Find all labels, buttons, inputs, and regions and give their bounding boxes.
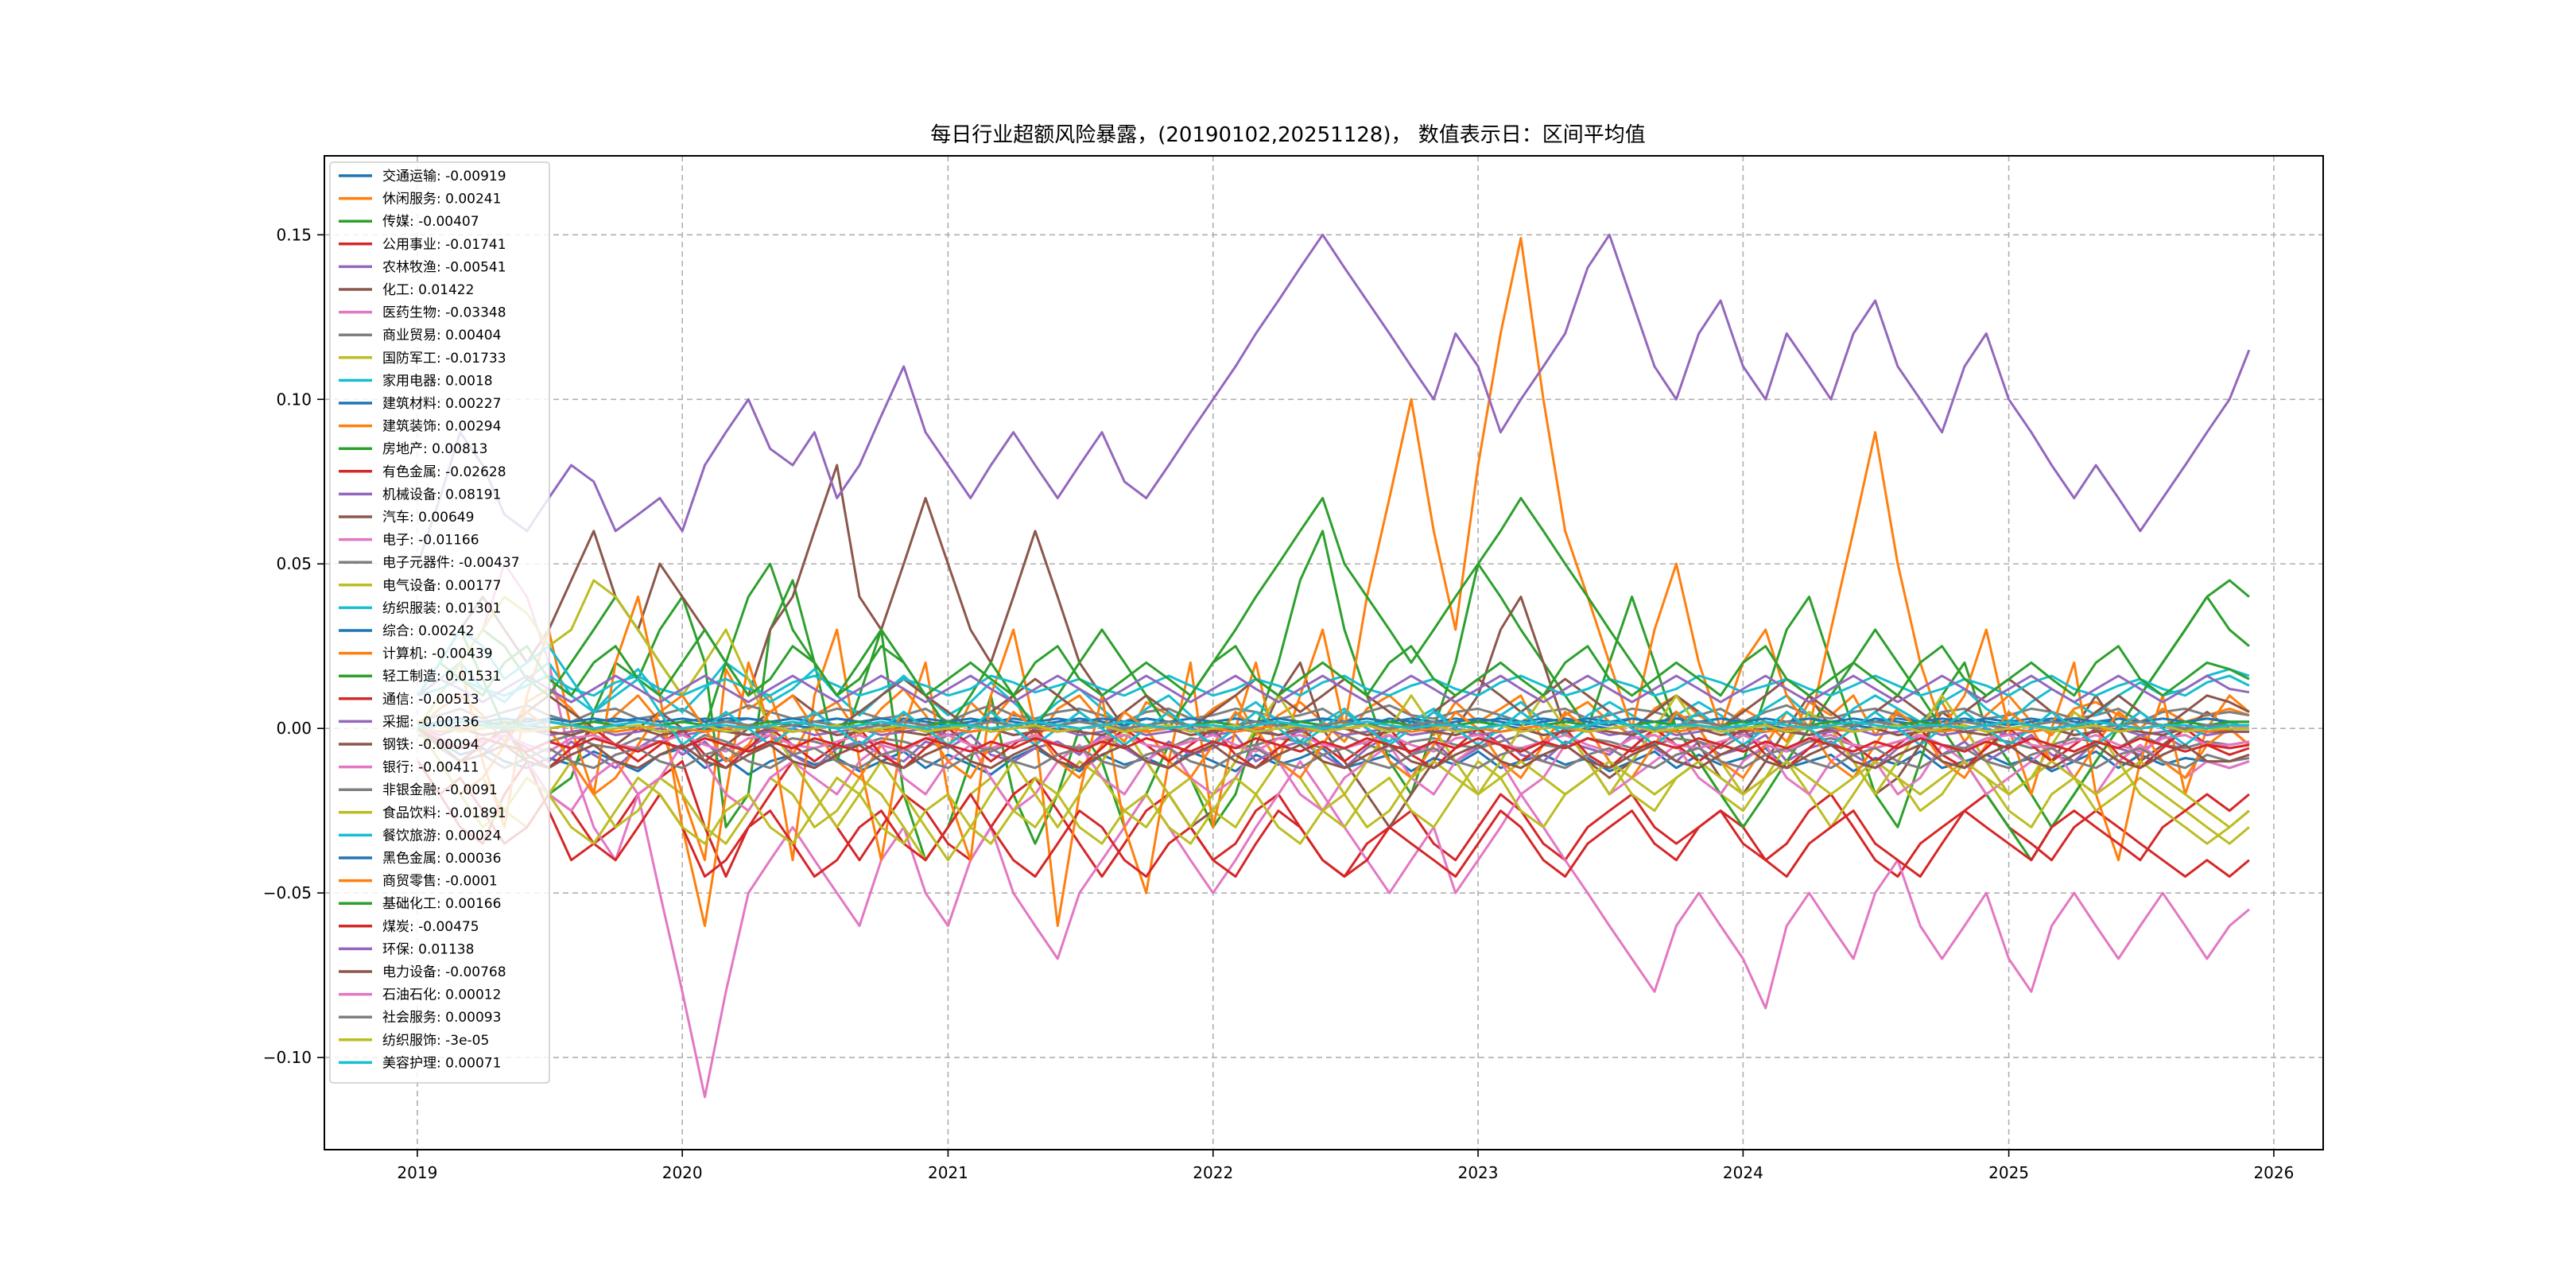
legend-label: 电子: -0.01166: [382, 533, 479, 549]
legend-label: 纺织服饰: -3e-05: [382, 1033, 489, 1049]
legend-label: 家用电器: 0.0018: [382, 373, 493, 389]
y-axis: −0.10 −0.05 0.00 0.05 0.10 0.15: [263, 225, 324, 1067]
y-tick-label: 0.10: [276, 390, 312, 409]
series-line-0: [417, 720, 2250, 776]
series-line-27: [417, 727, 2250, 770]
legend-label: 农林牧渔: -0.00541: [382, 259, 506, 275]
series-line-6: [417, 562, 2250, 1099]
legend-label: 石油石化: 0.00012: [382, 987, 501, 1003]
series-line-39: [417, 720, 2249, 730]
y-tick-label: 0.15: [276, 225, 312, 244]
y-tick-label: −0.10: [263, 1048, 312, 1067]
series-line-19: [417, 674, 2250, 697]
legend-label: 传媒: -0.00407: [382, 214, 479, 230]
legend-label: 商贸零售: -0.0001: [382, 874, 498, 890]
series-line-13: [417, 760, 2250, 878]
chart-title: 每日行业超额风险暴露，(20190102,20251128)， 数值表示日：区间…: [930, 123, 1646, 147]
legend-label: 采掘: -0.00136: [382, 714, 479, 730]
legend-label: 基础化工: 0.00166: [382, 896, 501, 912]
series-line-18: [417, 579, 2250, 862]
legend-label: 机械设备: 0.08191: [382, 487, 501, 502]
legend-label: 医药生物: -0.03348: [382, 305, 506, 321]
legend-label: 建筑材料: 0.00227: [382, 396, 501, 412]
legend: 交通运输: -0.00919 休闲服务: 0.00241 传媒: -0.00407 公…: [329, 161, 550, 1084]
x-tick-label: 2026: [2253, 1163, 2294, 1182]
legend-label: 电气设备: 0.00177: [382, 578, 501, 594]
series-line-34: [417, 674, 2250, 704]
x-tick-label: 2021: [928, 1163, 968, 1182]
legend-label: 有色金属: -0.02628: [382, 464, 506, 480]
axes-frame: [324, 155, 2324, 1150]
legend-label: 轻工制造: 0.01531: [382, 669, 501, 685]
x-tick-label: 2020: [662, 1163, 703, 1182]
legend-label: 公用事业: -0.01741: [382, 237, 506, 253]
x-tick-label: 2025: [1988, 1163, 2029, 1182]
legend-label: 房地产: 0.00813: [382, 441, 487, 457]
legend-label: 美容护理: 0.00071: [382, 1055, 501, 1071]
series-line-2: [417, 530, 2250, 862]
legend-label: 交通运输: -0.00919: [382, 169, 506, 184]
legend-label: 煤炭: -0.00475: [382, 919, 479, 935]
series-line-14: [417, 233, 2251, 564]
legend-label: 银行: -0.00411: [382, 760, 479, 776]
x-tick-label: 2022: [1193, 1163, 1233, 1182]
series-line-38: [417, 724, 2249, 733]
legend-label: 电子元器件: -0.00437: [382, 555, 520, 571]
legend-label: 纺织服装: 0.01301: [382, 600, 501, 616]
x-axis: 2019 2020 2021 2022 2023 2024 2025 2026: [397, 1150, 2294, 1182]
legend-label: 电力设备: -0.00768: [382, 964, 506, 980]
legend-label: 商业贸易: 0.00404: [382, 328, 501, 343]
x-tick-label: 2023: [1458, 1163, 1499, 1182]
legend-label: 餐饮旅游: 0.00024: [382, 828, 501, 844]
y-tick-label: 0.05: [276, 554, 312, 573]
legend-label: 通信: -0.00513: [382, 692, 479, 708]
series-line-33: [417, 727, 2250, 753]
legend-label: 建筑装饰: 0.00294: [382, 419, 501, 435]
legend-label: 环保: 0.01138: [382, 941, 474, 957]
legend-label: 综合: 0.00242: [382, 623, 474, 639]
legend-label: 汽车: 0.00649: [382, 510, 474, 526]
legend-label: 食品饮料: -0.01891: [382, 805, 506, 821]
series-line-22: [417, 628, 2250, 697]
series-line-8: [417, 727, 2250, 862]
plot-area: [417, 233, 2251, 1099]
legend-label: 休闲服务: 0.00241: [382, 192, 501, 208]
series-line-35: [417, 727, 2250, 770]
series-lines: [417, 233, 2251, 1099]
legend-label: 黑色金属: 0.00036: [382, 851, 501, 867]
y-tick-label: 0.00: [276, 719, 312, 738]
series-line-16: [417, 727, 2250, 813]
series-line-21: [417, 694, 2250, 796]
legend-label: 化工: 0.01422: [382, 282, 474, 298]
y-tick-label: −0.05: [263, 883, 312, 902]
x-tick-label: 2024: [1723, 1163, 1763, 1182]
legend-label: 国防军工: -0.01733: [382, 351, 506, 367]
legend-label: 非银金融: -0.0091: [382, 782, 498, 798]
legend-label: 钢铁: -0.00094: [382, 737, 479, 753]
legend-box: [329, 161, 550, 1084]
series-line-28: [417, 727, 2250, 845]
legend-label: 社会服务: 0.00093: [382, 1010, 501, 1026]
x-tick-label: 2019: [397, 1163, 437, 1182]
legend-label: 计算机: -0.00439: [382, 646, 493, 662]
